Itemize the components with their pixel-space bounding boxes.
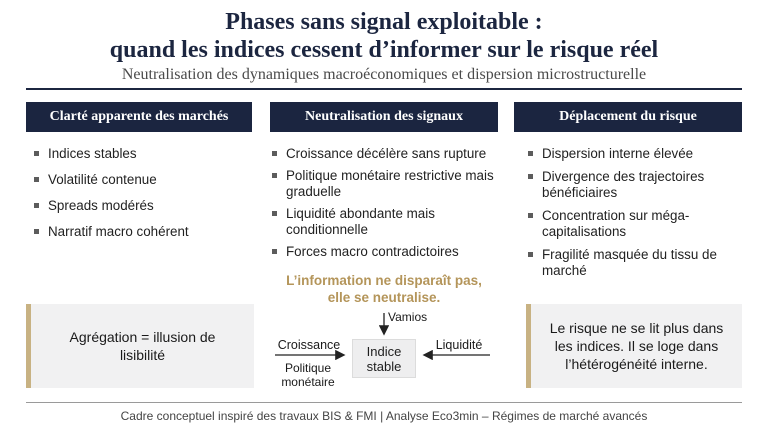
key-message-line-2: elle se neutralise. <box>327 290 441 305</box>
aggregation-callout-line-2: lisibilité <box>119 347 166 363</box>
key-message-line-1: L’information ne disparaît pas, <box>286 273 482 288</box>
bullet-list-neutralisation: Croissance décélère sans rupture Politiq… <box>270 146 502 270</box>
risk-callout-line-2: les indices. Il se loge dans <box>554 338 719 354</box>
aggregation-callout: Agrégation = illusion de lisibilité <box>26 304 254 388</box>
flow-label-top: Vamios <box>388 310 428 324</box>
list-item: Volatilité contenue <box>32 172 252 188</box>
aggregation-callout-line-1: Agrégation = illusion de <box>69 329 216 345</box>
title-line-2: quand les indices cessent d’informer sur… <box>109 37 659 63</box>
stable-index-line-2: stable <box>366 358 402 374</box>
subtitle: Neutralisation des dynamiques macroécono… <box>121 66 647 83</box>
list-item: Dispersion interne élevée <box>526 146 742 162</box>
bottom-divider <box>26 402 742 403</box>
risk-callout-line-3: l’hétérogénéité interne. <box>565 356 708 372</box>
list-item: Politique monétaire restrictive mais gra… <box>270 168 502 200</box>
list-item: Indices stables <box>32 146 252 162</box>
list-item: Fragilité masquée du tissu de marché <box>526 247 742 279</box>
column-header-deplacement: Déplacement du risque <box>514 102 742 132</box>
stable-index-line-1: Indice <box>366 343 402 359</box>
list-item: Spreads modérés <box>32 198 252 214</box>
stable-index-node: Indice stable <box>352 339 416 378</box>
key-message: L’information ne disparaît pas, elle se … <box>268 272 500 306</box>
bullet-list-deplacement: Dispersion interne élevée Divergence des… <box>526 146 742 289</box>
flow-label-politique: Politique monétaire <box>266 361 350 389</box>
flow-label-croissance: Croissance <box>277 338 341 352</box>
list-item: Croissance décélère sans rupture <box>270 146 502 162</box>
bullet-list-clarte: Indices stables Volatilité contenue Spre… <box>32 146 252 250</box>
column-header-neutralisation: Neutralisation des signaux <box>270 102 498 132</box>
list-item: Liquidité abondante mais conditionnelle <box>270 206 502 238</box>
risk-callout: Le risque ne se lit plus dans les indice… <box>526 304 742 388</box>
flow-label-liquidite: Liquidité <box>435 338 483 352</box>
footer-source: Cadre conceptuel inspiré des travaux BIS… <box>120 409 648 423</box>
risk-callout-line-1: Le risque ne se lit plus dans <box>549 320 724 336</box>
list-item: Forces macro contradictoires <box>270 244 502 260</box>
column-header-clarte: Clarté apparente des marchés <box>26 102 252 132</box>
list-item: Narratif macro cohérent <box>32 224 252 240</box>
flow-label-politique-line-1: Politique <box>284 361 332 375</box>
list-item: Divergence des trajectoires bénéficiaire… <box>526 169 742 201</box>
top-divider <box>26 88 742 90</box>
flow-label-politique-line-2: monétaire <box>281 375 335 389</box>
list-item: Concentration sur méga-capitalisations <box>526 208 742 240</box>
title-line-1: Phases sans signal exploitable : <box>225 9 543 35</box>
